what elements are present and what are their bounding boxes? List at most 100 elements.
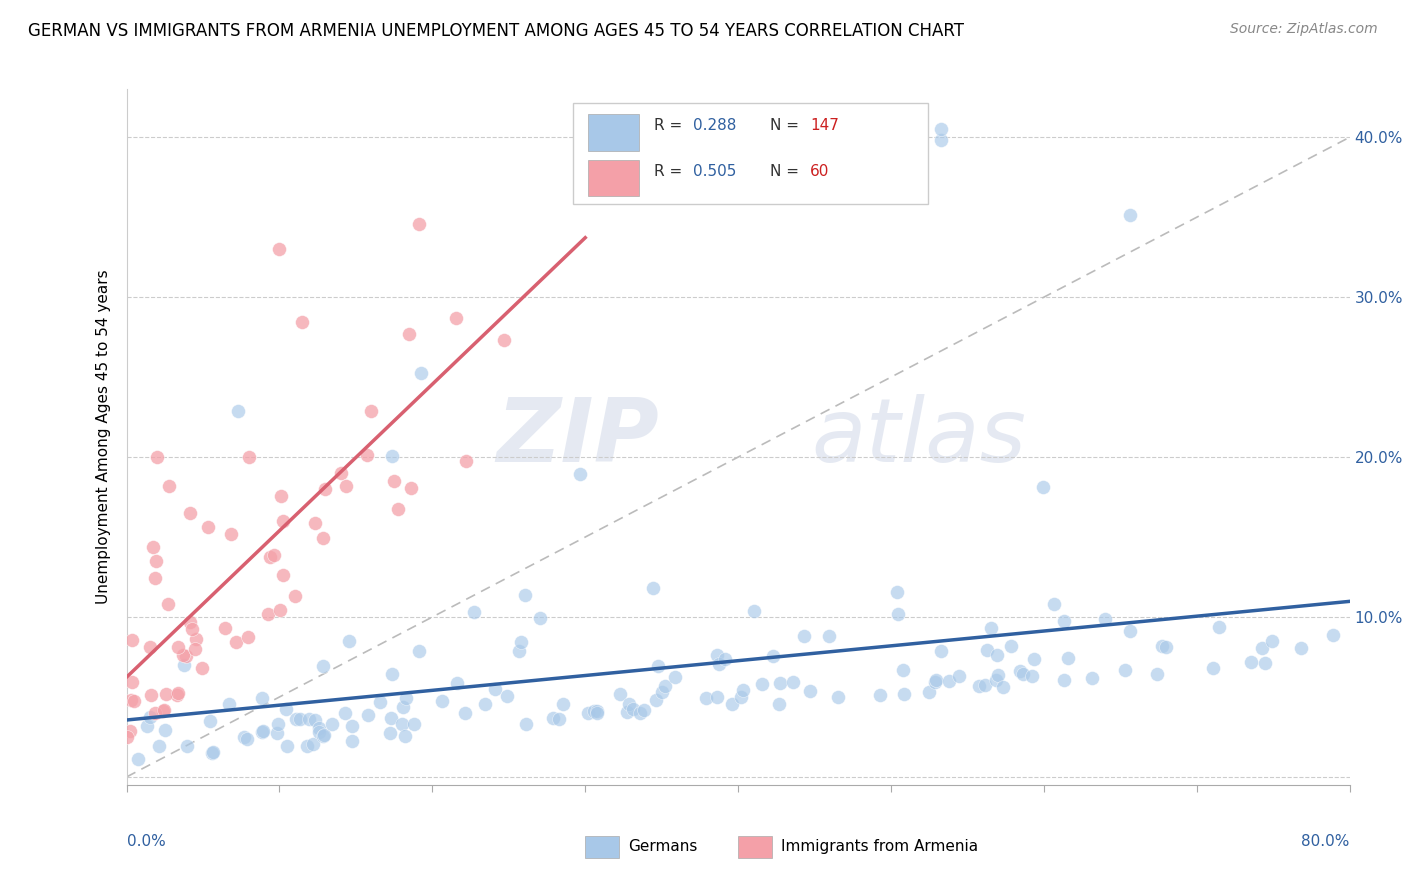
- Point: [454, 453, 477, 467]
- Point: [238, 630, 260, 644]
- Point: [121, 632, 143, 647]
- Point: [1094, 612, 1116, 626]
- Point: [312, 659, 335, 673]
- Point: [548, 712, 571, 726]
- Point: [1119, 208, 1142, 222]
- Text: R =: R =: [654, 118, 688, 133]
- Text: ZIP: ZIP: [496, 393, 658, 481]
- Point: [167, 640, 190, 654]
- Point: [886, 585, 908, 599]
- Point: [357, 708, 380, 723]
- Point: [793, 629, 815, 643]
- Point: [153, 703, 176, 717]
- Point: [1057, 651, 1080, 665]
- Point: [128, 752, 150, 766]
- Point: [266, 725, 288, 739]
- Point: [308, 725, 330, 739]
- Point: [508, 643, 530, 657]
- Point: [304, 713, 326, 727]
- Point: [1053, 673, 1076, 687]
- Point: [155, 687, 177, 701]
- Point: [430, 694, 453, 708]
- Text: Immigrants from Armenia: Immigrants from Armenia: [780, 839, 979, 855]
- Point: [186, 632, 208, 646]
- Point: [139, 710, 162, 724]
- Point: [446, 676, 468, 690]
- Point: [463, 606, 485, 620]
- Point: [295, 739, 318, 753]
- Point: [356, 448, 378, 462]
- Point: [271, 514, 294, 528]
- Point: [183, 642, 205, 657]
- Point: [145, 554, 167, 568]
- Text: GERMAN VS IMMIGRANTS FROM ARMENIA UNEMPLOYMENT AMONG AGES 45 TO 54 YEARS CORRELA: GERMAN VS IMMIGRANTS FROM ARMENIA UNEMPL…: [28, 22, 965, 40]
- Y-axis label: Unemployment Among Ages 45 to 54 years: Unemployment Among Ages 45 to 54 years: [96, 269, 111, 605]
- Point: [931, 121, 953, 136]
- Point: [1201, 661, 1223, 675]
- Point: [1022, 652, 1045, 666]
- Point: [380, 711, 402, 725]
- Point: [252, 724, 274, 739]
- Point: [308, 721, 330, 735]
- Point: [515, 588, 537, 602]
- Bar: [738, 836, 772, 858]
- Point: [121, 674, 143, 689]
- Point: [156, 598, 179, 612]
- Point: [391, 699, 413, 714]
- Point: [444, 310, 467, 325]
- Point: [1114, 663, 1136, 677]
- Point: [118, 724, 141, 739]
- Point: [654, 679, 676, 693]
- Point: [274, 702, 297, 716]
- Point: [314, 482, 336, 496]
- Point: [321, 716, 343, 731]
- Point: [340, 734, 363, 748]
- Point: [115, 730, 138, 744]
- Point: [335, 479, 357, 493]
- Point: [225, 635, 247, 649]
- Point: [647, 658, 669, 673]
- Point: [929, 644, 952, 658]
- Point: [404, 716, 426, 731]
- Point: [201, 746, 224, 760]
- Point: [495, 689, 517, 703]
- Text: N =: N =: [770, 164, 804, 179]
- Point: [226, 404, 249, 418]
- Point: [143, 706, 166, 721]
- Point: [259, 550, 281, 565]
- Point: [1146, 666, 1168, 681]
- Point: [153, 723, 176, 738]
- Point: [276, 739, 298, 753]
- Point: [1150, 639, 1173, 653]
- Point: [730, 690, 752, 704]
- Point: [176, 649, 198, 664]
- Point: [1239, 656, 1261, 670]
- Point: [141, 688, 163, 702]
- Point: [394, 729, 416, 743]
- Point: [238, 450, 260, 464]
- Point: [232, 730, 254, 744]
- Point: [179, 615, 201, 630]
- Point: [454, 706, 477, 721]
- Point: [924, 675, 946, 690]
- Text: 0.505: 0.505: [693, 164, 737, 179]
- Text: R =: R =: [654, 164, 688, 179]
- Point: [166, 686, 188, 700]
- Point: [387, 501, 409, 516]
- Point: [616, 705, 638, 719]
- Point: [408, 218, 430, 232]
- Point: [1011, 667, 1033, 681]
- Point: [263, 548, 285, 562]
- Point: [568, 467, 591, 482]
- Point: [761, 649, 783, 664]
- Point: [337, 633, 360, 648]
- Point: [1322, 627, 1344, 641]
- Point: [142, 540, 165, 554]
- Point: [285, 712, 308, 726]
- Point: [312, 531, 335, 545]
- Point: [980, 622, 1002, 636]
- Point: [157, 479, 180, 493]
- Point: [139, 640, 162, 654]
- Point: [769, 676, 792, 690]
- Point: [1021, 669, 1043, 683]
